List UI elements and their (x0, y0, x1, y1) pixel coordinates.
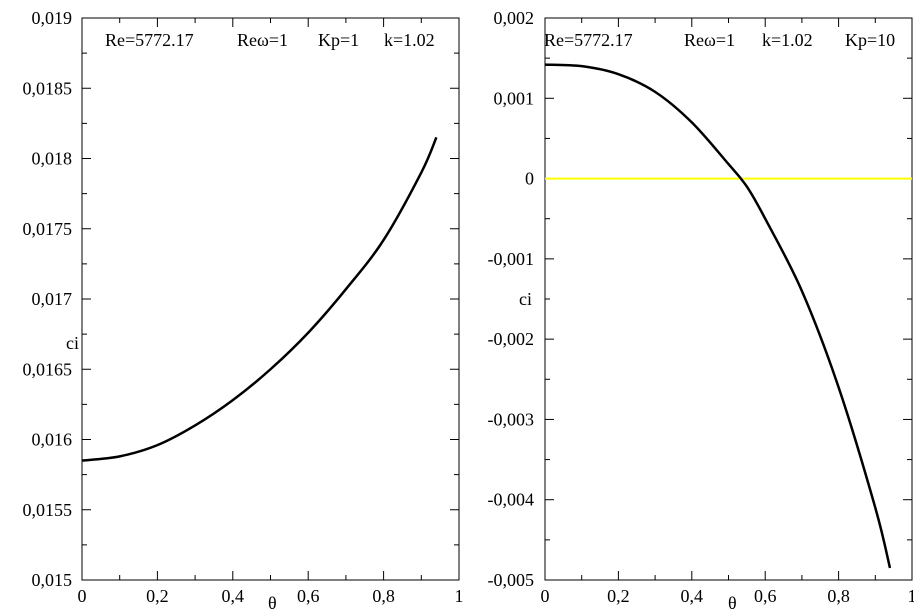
y-tick-label: 0,0185 (23, 78, 73, 98)
x-tick-label: 0,8 (372, 586, 395, 606)
x-tick-label: 0,8 (827, 586, 850, 606)
y-tick-label: -0,003 (488, 409, 535, 429)
x-tick-label: 0,2 (146, 586, 169, 606)
y-tick-label: 0,0165 (23, 359, 73, 379)
y-tick-label: 0,015 (32, 570, 73, 590)
y-tick-label: 0,002 (494, 8, 535, 28)
left-chart: 0 0,2 0,4 0,6 0,8 1 0,015 0,0155 0,016 0,0165 0,01… (23, 8, 464, 613)
x-tick-label: 0,2 (607, 586, 630, 606)
parameter-annotation: Re=5772.17 (105, 30, 194, 50)
y-axis-label: ci (519, 289, 532, 309)
ci-curve (544, 63, 892, 569)
x-tick-label: 1 (908, 586, 914, 606)
x-tick-label: 0,6 (754, 586, 777, 606)
y-tick-label: 0,0175 (23, 219, 73, 239)
y-tick-label: 0,016 (32, 430, 73, 450)
parameter-annotation: Re=5772.17 (544, 30, 633, 50)
x-tick-label: 1 (455, 586, 464, 606)
y-tick-label: 0,018 (32, 149, 73, 169)
parameter-annotation: k=1.02 (384, 30, 435, 50)
parameter-annotation: Reω=1 (237, 30, 288, 50)
x-tick-label: 0 (541, 586, 550, 606)
y-tick-label: -0,002 (488, 329, 535, 349)
y-tick-label: -0,005 (488, 570, 535, 590)
y-tick-label: -0,001 (488, 249, 535, 269)
y-tick-label: 0,019 (32, 8, 73, 28)
y-tick-label: -0,004 (488, 490, 535, 510)
x-tick-label: 0,6 (297, 586, 320, 606)
ci-curve (81, 136, 438, 462)
y-tick-label: 0,001 (494, 88, 535, 108)
x-tick-label: 0,4 (681, 586, 704, 606)
parameter-annotation: Kp=10 (845, 30, 895, 50)
x-axis-label: θ (728, 593, 737, 613)
y-tick-label: 0 (525, 169, 534, 189)
parameter-annotation: Kp=1 (318, 30, 359, 50)
y-axis-label: ci (66, 333, 79, 353)
x-tick-label: 0,4 (222, 586, 245, 606)
right-chart: 0 0,2 0,4 0,6 0,8 1 -0,005 -0,004 -0,003 -0,002 -0… (488, 8, 914, 613)
plot-frame (81, 17, 460, 581)
x-axis-label: θ (268, 593, 277, 613)
parameter-annotation: k=1.02 (762, 30, 813, 50)
y-tick-label: 0,017 (32, 289, 73, 309)
y-tick-label: 0,0155 (23, 500, 73, 520)
plot-frame (544, 17, 913, 581)
x-tick-label: 0 (78, 586, 87, 606)
parameter-annotation: Reω=1 (684, 30, 735, 50)
